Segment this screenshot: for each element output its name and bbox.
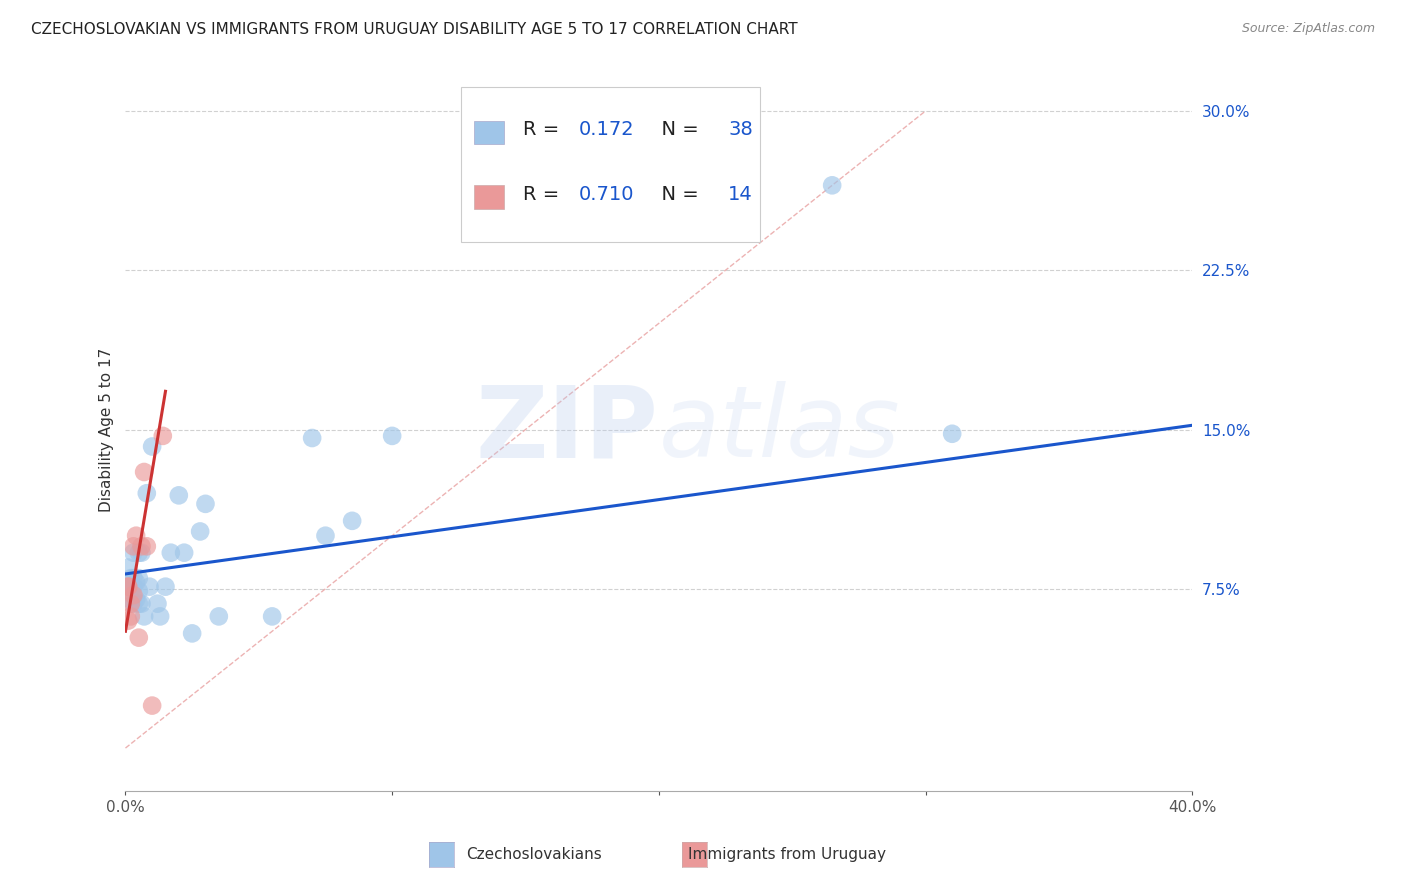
Point: [138, 580, 160, 594]
Point: [134, 465, 156, 479]
Point: [125, 575, 148, 590]
Text: ZIP: ZIP: [477, 381, 659, 478]
FancyBboxPatch shape: [474, 186, 505, 210]
Y-axis label: Disability Age 5 to 17: Disability Age 5 to 17: [100, 347, 114, 512]
Text: R =: R =: [523, 186, 565, 204]
Point: [122, 571, 145, 585]
FancyBboxPatch shape: [474, 120, 505, 145]
Point: [131, 597, 153, 611]
Text: 38: 38: [728, 120, 752, 139]
Point: [125, 529, 148, 543]
Point: [821, 178, 844, 193]
Point: [314, 529, 336, 543]
Point: [194, 497, 217, 511]
Point: [120, 571, 142, 585]
Point: [155, 580, 177, 594]
Point: [120, 597, 142, 611]
Point: [152, 429, 174, 443]
Text: Immigrants from Uruguay: Immigrants from Uruguay: [689, 847, 886, 862]
Point: [131, 546, 153, 560]
Point: [141, 698, 163, 713]
Point: [120, 609, 142, 624]
Point: [262, 609, 284, 624]
Point: [135, 539, 157, 553]
Point: [159, 546, 181, 560]
Point: [135, 486, 157, 500]
Text: 0.710: 0.710: [579, 186, 634, 204]
Point: [941, 426, 963, 441]
Point: [122, 597, 145, 611]
Point: [128, 583, 150, 598]
Point: [141, 440, 163, 454]
Point: [117, 560, 139, 574]
Point: [146, 597, 169, 611]
Point: [122, 539, 145, 553]
Point: [634, 168, 657, 182]
Point: [128, 546, 150, 560]
Point: [117, 580, 139, 594]
Point: [120, 592, 142, 607]
Text: 14: 14: [728, 186, 752, 204]
Point: [173, 546, 195, 560]
Point: [381, 429, 404, 443]
Point: [149, 609, 172, 624]
Point: [117, 580, 139, 594]
Point: [167, 488, 190, 502]
Point: [208, 609, 231, 624]
Point: [122, 546, 145, 560]
Point: [117, 580, 139, 594]
Point: [181, 626, 204, 640]
Text: R =: R =: [523, 120, 565, 139]
Point: [117, 614, 139, 628]
Point: [131, 539, 153, 553]
Point: [134, 609, 156, 624]
Point: [301, 431, 323, 445]
Text: CZECHOSLOVAKIAN VS IMMIGRANTS FROM URUGUAY DISABILITY AGE 5 TO 17 CORRELATION CH: CZECHOSLOVAKIAN VS IMMIGRANTS FROM URUGU…: [31, 22, 797, 37]
Text: N =: N =: [650, 120, 706, 139]
Point: [125, 592, 148, 607]
Text: atlas: atlas: [659, 381, 900, 478]
Point: [188, 524, 211, 539]
Point: [128, 571, 150, 585]
Point: [128, 631, 150, 645]
Text: Source: ZipAtlas.com: Source: ZipAtlas.com: [1241, 22, 1375, 36]
Point: [340, 514, 363, 528]
FancyBboxPatch shape: [461, 87, 761, 242]
Point: [122, 580, 145, 594]
Text: N =: N =: [650, 186, 706, 204]
Text: Czechoslovakians: Czechoslovakians: [467, 847, 602, 862]
Point: [122, 588, 145, 602]
Text: 0.172: 0.172: [579, 120, 634, 139]
Point: [128, 597, 150, 611]
